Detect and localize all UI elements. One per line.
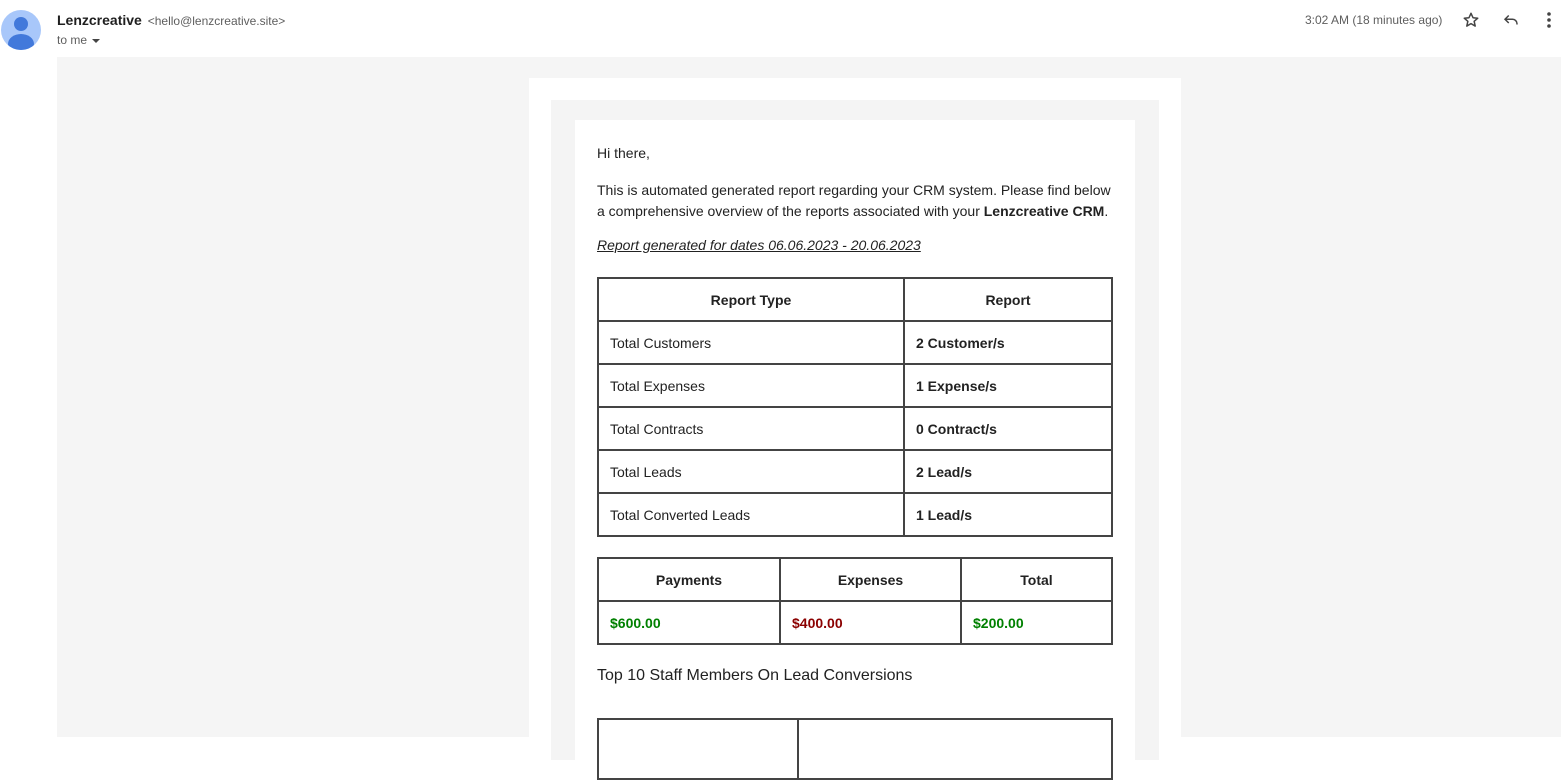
- expenses-value: $400.00: [779, 600, 962, 645]
- report-value: 1 Expense/s: [903, 363, 1113, 408]
- report-value: 2 Customer/s: [903, 320, 1113, 365]
- report-type: Total Leads: [597, 449, 905, 494]
- staff-table: [597, 718, 1113, 780]
- report-table: Report Type Report Total Customers 2 Custo…: [597, 277, 1113, 537]
- report-type: Total Customers: [597, 320, 905, 365]
- table-row: Total Leads 2 Lead/s: [597, 449, 1113, 494]
- crm-name: Lenzcreative CRM: [983, 203, 1105, 219]
- table-row: Total Customers 2 Customer/s: [597, 320, 1113, 365]
- table-row: Total Converted Leads 1 Lead/s: [597, 492, 1113, 537]
- email-content: Hi there, This is automated generated re…: [575, 120, 1135, 780]
- sender-email: <hello@lenzcreative.site>: [147, 14, 286, 28]
- email-header: Lenzcreative <hello@lenzcreative.site> t…: [0, 0, 1567, 57]
- intro-paragraph: This is automated generated report regar…: [597, 180, 1117, 222]
- sender-name[interactable]: Lenzcreative: [57, 12, 142, 28]
- header-report-type: Report Type: [597, 277, 905, 322]
- sender: Lenzcreative <hello@lenzcreative.site>: [57, 12, 285, 28]
- table-row: Total Contracts 0 Contract/s: [597, 406, 1113, 451]
- report-value: 0 Contract/s: [903, 406, 1113, 451]
- more-options-icon[interactable]: [1537, 8, 1561, 32]
- table-row: Total Expenses 1 Expense/s: [597, 363, 1113, 408]
- recipient: to me: [57, 33, 88, 47]
- intro-end: .: [1104, 203, 1109, 219]
- avatar[interactable]: [1, 10, 41, 50]
- header-total: Total: [960, 557, 1113, 602]
- star-icon[interactable]: [1459, 8, 1483, 32]
- staff-heading: Top 10 Staff Members On Lead Conversions: [597, 667, 913, 684]
- caret-down-icon: [92, 38, 101, 43]
- staff-table-cell: [797, 718, 1113, 780]
- total-value: $200.00: [960, 600, 1113, 645]
- table-row: $600.00 $400.00 $200.00: [597, 600, 1113, 645]
- report-type: Total Expenses: [597, 363, 905, 408]
- header-report: Report: [903, 277, 1113, 322]
- finance-table: Payments Expenses Total $600.00 $400.00 $2…: [597, 557, 1113, 645]
- reply-icon[interactable]: [1499, 8, 1523, 32]
- greeting: Hi there,: [597, 145, 650, 161]
- report-type: Total Contracts: [597, 406, 905, 451]
- report-value: 1 Lead/s: [903, 492, 1113, 537]
- header-expenses: Expenses: [779, 557, 962, 602]
- header-payments: Payments: [597, 557, 781, 602]
- report-type: Total Converted Leads: [597, 492, 905, 537]
- staff-table-cell: [597, 718, 799, 780]
- timestamp: 3:02 AM (18 minutes ago): [1305, 13, 1443, 27]
- payments-value: $600.00: [597, 600, 781, 645]
- recipient-details-toggle[interactable]: to me: [57, 33, 101, 47]
- intro-text: This is automated generated report regar…: [597, 182, 1111, 219]
- date-range: Report generated for dates 06.06.2023 - …: [597, 237, 921, 253]
- report-value: 2 Lead/s: [903, 449, 1113, 494]
